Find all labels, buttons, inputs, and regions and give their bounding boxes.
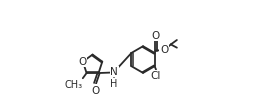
- Text: O: O: [152, 31, 160, 41]
- Text: O: O: [91, 85, 99, 95]
- Text: Cl: Cl: [151, 71, 161, 81]
- Text: H: H: [110, 79, 117, 88]
- Text: O: O: [79, 57, 87, 66]
- Text: O: O: [160, 44, 168, 54]
- Text: N: N: [110, 67, 118, 76]
- Text: CH₃: CH₃: [64, 79, 82, 89]
